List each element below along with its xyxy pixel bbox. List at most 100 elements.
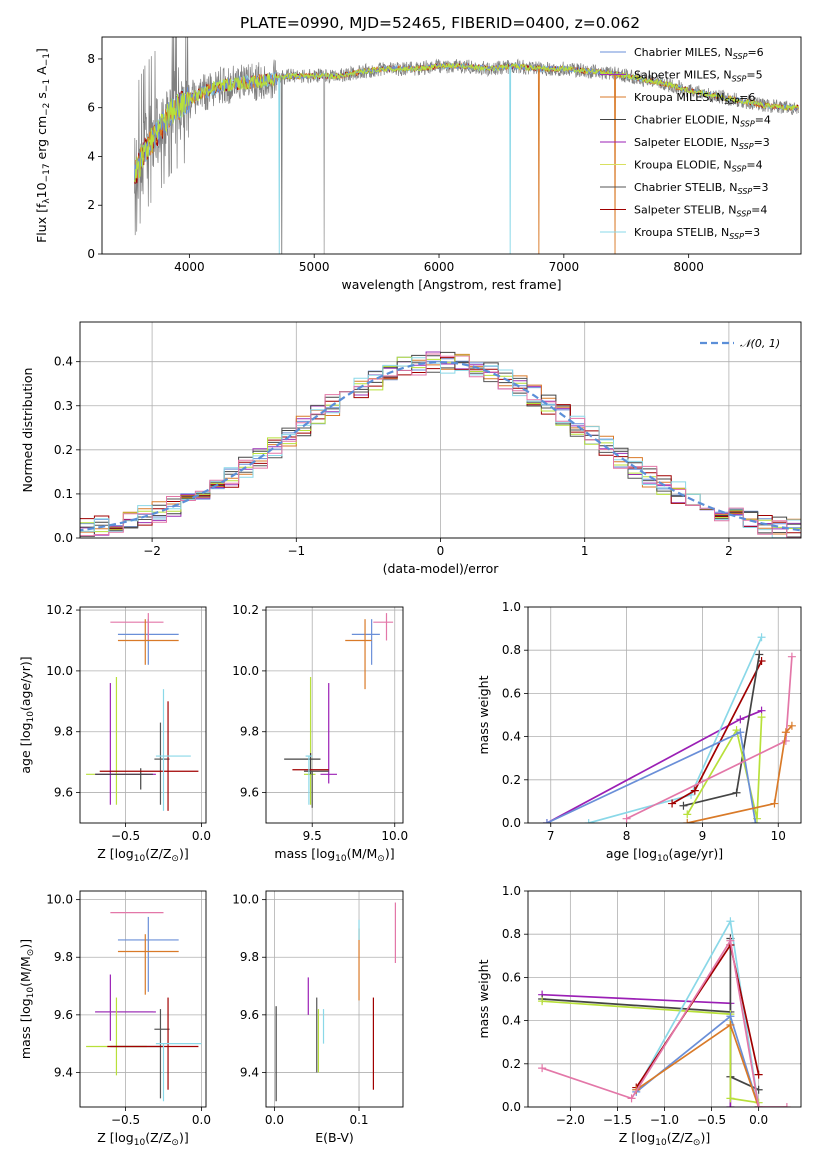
- label-part: 10: [134, 854, 146, 864]
- y-tick-label: 9.6: [240, 1008, 259, 1022]
- label-part: )]: [179, 846, 189, 861]
- plus-marker: [732, 788, 741, 797]
- y-tick-label: 9.8: [240, 950, 259, 964]
- label-part: (age/yr)]: [18, 656, 33, 711]
- x-tick-label: 0.0: [749, 1113, 768, 1127]
- errorbar-point: [155, 689, 191, 811]
- residuals-plot: [80, 351, 801, 538]
- label-part: s: [34, 92, 49, 103]
- legend-text: =6: [747, 46, 763, 59]
- y-tick-label: 10.0: [232, 664, 259, 678]
- legend-label: Kroupa MILES, NSSP=6: [634, 91, 755, 106]
- age-vs-Z-frame: [79, 606, 207, 824]
- x-tick-label: 0.0: [265, 1113, 284, 1127]
- y-tick-label: 0.0: [502, 1100, 521, 1114]
- label-part: 10: [657, 854, 669, 864]
- x-axis-label: mass [log10(M/M⊙)]: [274, 846, 394, 864]
- x-tick-label: 4000: [174, 260, 205, 274]
- weight-series: [538, 997, 763, 1107]
- legend-sub: SSP: [724, 97, 739, 106]
- errorbar-point: [155, 1043, 202, 1102]
- legend-sub: SSP: [736, 210, 751, 219]
- mass-vs-EBV-axes: 0.0 0.1 9.4 9.6 9.8 10.0 E(B-V): [232, 891, 403, 1145]
- legend-label: Kroupa STELIB, NSSP=3: [634, 226, 760, 241]
- plus-marker: [754, 1103, 763, 1107]
- spectrum-line: [134, 62, 799, 183]
- label-part: 10: [134, 1138, 146, 1148]
- plus-marker: [690, 786, 699, 795]
- label-part: erg cm: [34, 116, 49, 164]
- y-axis-label: mass weight: [476, 675, 491, 754]
- y-tick-label: 0.6: [502, 970, 521, 984]
- series-line: [635, 1023, 760, 1107]
- age-vs-mass-plot: [284, 613, 394, 808]
- mass-weight-vs-age-plot: [542, 633, 796, 823]
- histogram-legend: 𝒩(0, 1): [700, 337, 780, 350]
- legend-text: =6: [739, 91, 755, 104]
- x-tick-label: 10: [771, 829, 786, 843]
- plus-marker: [754, 1070, 763, 1079]
- y-tick-label: 0.4: [502, 1014, 521, 1028]
- y-tick-label: 0.8: [502, 927, 521, 941]
- label-part: (M/M: [18, 956, 33, 987]
- x-tick-label: 10.0: [381, 829, 408, 843]
- label-part: ⊙: [171, 1138, 179, 1148]
- y-tick-label: 10.0: [232, 893, 259, 907]
- plus-marker: [726, 917, 735, 926]
- legend-text: Kroupa STELIB, N: [634, 226, 729, 239]
- y-tick-label: 9.6: [54, 1008, 73, 1022]
- masked-region-line: [614, 73, 616, 254]
- mass-vs-Z-plot: [86, 911, 202, 1102]
- series-line: [542, 938, 759, 1091]
- y-tick-label: 9.6: [240, 786, 259, 800]
- y-tick-label: 0.0: [502, 816, 521, 830]
- plus-marker: [751, 819, 760, 823]
- y-tick-label: 9.8: [54, 725, 73, 739]
- legend-text: =4: [751, 204, 767, 217]
- label-part: )]: [700, 1130, 710, 1145]
- legend-text: Salpeter STELIB, N: [634, 204, 736, 217]
- y-tick-label: 4: [87, 149, 95, 163]
- x-axis-label: Z [log10(Z/Z⊙)]: [97, 1130, 188, 1148]
- legend-label: Chabrier STELIB, NSSP=3: [634, 181, 768, 196]
- mass-vs-EBV-plot: [275, 902, 396, 1102]
- y-tick-label: 0.2: [54, 443, 73, 457]
- legend-text: Salpeter ELODIE, N: [634, 136, 739, 149]
- y-axis-label: Flux [fλ10−17 erg cm−2 s−1 A−1]: [34, 48, 52, 243]
- label-part: ⊙: [171, 854, 179, 864]
- label-part: (age/yr)]: [668, 846, 723, 861]
- y-axis-label: mass weight: [476, 959, 491, 1038]
- y-tick-label: 9.8: [54, 950, 73, 964]
- label-part: ⊙: [377, 854, 385, 864]
- weight-series: [679, 650, 764, 810]
- y-tick-label: 9.8: [240, 725, 259, 739]
- plus-marker: [781, 736, 790, 745]
- label-part: −17: [42, 163, 52, 182]
- mass-weight-vs-Z-plot: [538, 917, 791, 1107]
- mass-weight-vs-age-frame: [527, 606, 802, 824]
- histogram-frame: [79, 321, 802, 539]
- plus-marker: [787, 721, 796, 730]
- errorbar-point: [320, 683, 337, 784]
- label-part: age [log: [18, 722, 33, 773]
- x-tick-label: 0.0: [192, 1113, 211, 1127]
- y-axis-label: mass [log10(M/M⊙)]: [18, 939, 36, 1059]
- age-vs-mass-frame: [265, 606, 404, 824]
- plus-marker: [683, 819, 692, 823]
- spectrum-line: [134, 62, 799, 181]
- y-tick-label: 2: [87, 198, 95, 212]
- legend-sub: SSP: [729, 232, 744, 241]
- errorbar-point: [351, 619, 380, 665]
- legend-sub: SSP: [732, 75, 747, 84]
- plus-marker: [757, 633, 766, 642]
- label-part: ⊙: [26, 949, 36, 957]
- masked-region-line: [537, 68, 540, 254]
- x-tick-label: −0.5: [111, 829, 140, 843]
- label-part: 10: [26, 711, 36, 723]
- legend-text: Chabrier ELODIE, N: [634, 114, 740, 127]
- y-tick-label: 0.8: [502, 643, 521, 657]
- label-part: ]: [34, 48, 49, 53]
- label-part: A: [34, 66, 49, 79]
- legend-label: 𝒩(0, 1): [740, 337, 780, 350]
- label-part: Z [log: [97, 1130, 133, 1145]
